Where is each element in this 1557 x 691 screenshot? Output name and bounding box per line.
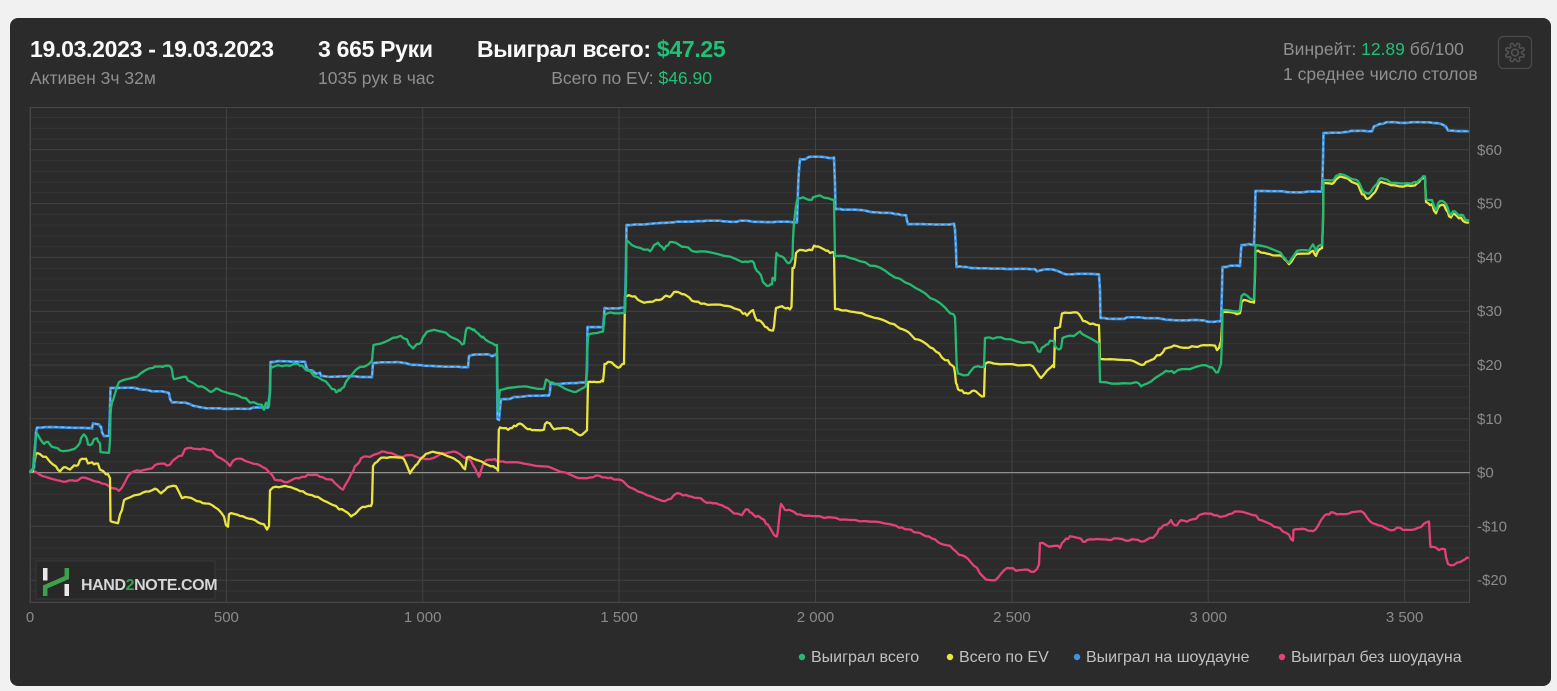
svg-text:$40: $40 xyxy=(1477,249,1502,266)
svg-text:Выиграл на шоудауне: Выиграл на шоудауне xyxy=(1086,649,1250,666)
svg-text:2 000: 2 000 xyxy=(797,609,835,626)
svg-text:19.03.2023 - 19.03.2023: 19.03.2023 - 19.03.2023 xyxy=(30,36,274,62)
svg-text:1 500: 1 500 xyxy=(600,609,638,626)
svg-text:-$10: -$10 xyxy=(1477,518,1507,535)
svg-text:0: 0 xyxy=(26,609,34,626)
svg-text:3 665 Руки: 3 665 Руки xyxy=(318,36,433,62)
svg-text:1035 рук в час: 1035 рук в час xyxy=(318,68,435,88)
svg-text:Активен 3ч 32м: Активен 3ч 32м xyxy=(30,68,156,88)
svg-text:$50: $50 xyxy=(1477,196,1502,213)
svg-text:Выиграл без шоудауна: Выиграл без шоудауна xyxy=(1291,649,1462,666)
svg-text:Всего по EV: Всего по EV xyxy=(959,649,1049,666)
svg-text:$30: $30 xyxy=(1477,303,1502,320)
svg-text:500: 500 xyxy=(214,609,239,626)
svg-text:$60: $60 xyxy=(1477,142,1502,159)
svg-text:Винрейт: 12.89 бб/100: Винрейт: 12.89 бб/100 xyxy=(1283,39,1464,59)
svg-text:$0: $0 xyxy=(1477,465,1494,482)
svg-text:1 000: 1 000 xyxy=(404,609,442,626)
svg-text:HAND2NOTE.COM: HAND2NOTE.COM xyxy=(81,577,217,594)
svg-text:$10: $10 xyxy=(1477,411,1502,428)
svg-text:Выиграл всего: $47.25: Выиграл всего: $47.25 xyxy=(477,36,726,62)
svg-text:-$20: -$20 xyxy=(1477,572,1507,589)
svg-text:3 500: 3 500 xyxy=(1386,609,1424,626)
svg-text:Выиграл всего: Выиграл всего xyxy=(811,649,919,666)
svg-text:Всего по EV: $46.90: Всего по EV: $46.90 xyxy=(551,68,712,88)
svg-text:$20: $20 xyxy=(1477,357,1502,374)
svg-text:1 среднее число столов: 1 среднее число столов xyxy=(1283,64,1478,84)
svg-text:2 500: 2 500 xyxy=(993,609,1031,626)
svg-text:3 000: 3 000 xyxy=(1189,609,1227,626)
